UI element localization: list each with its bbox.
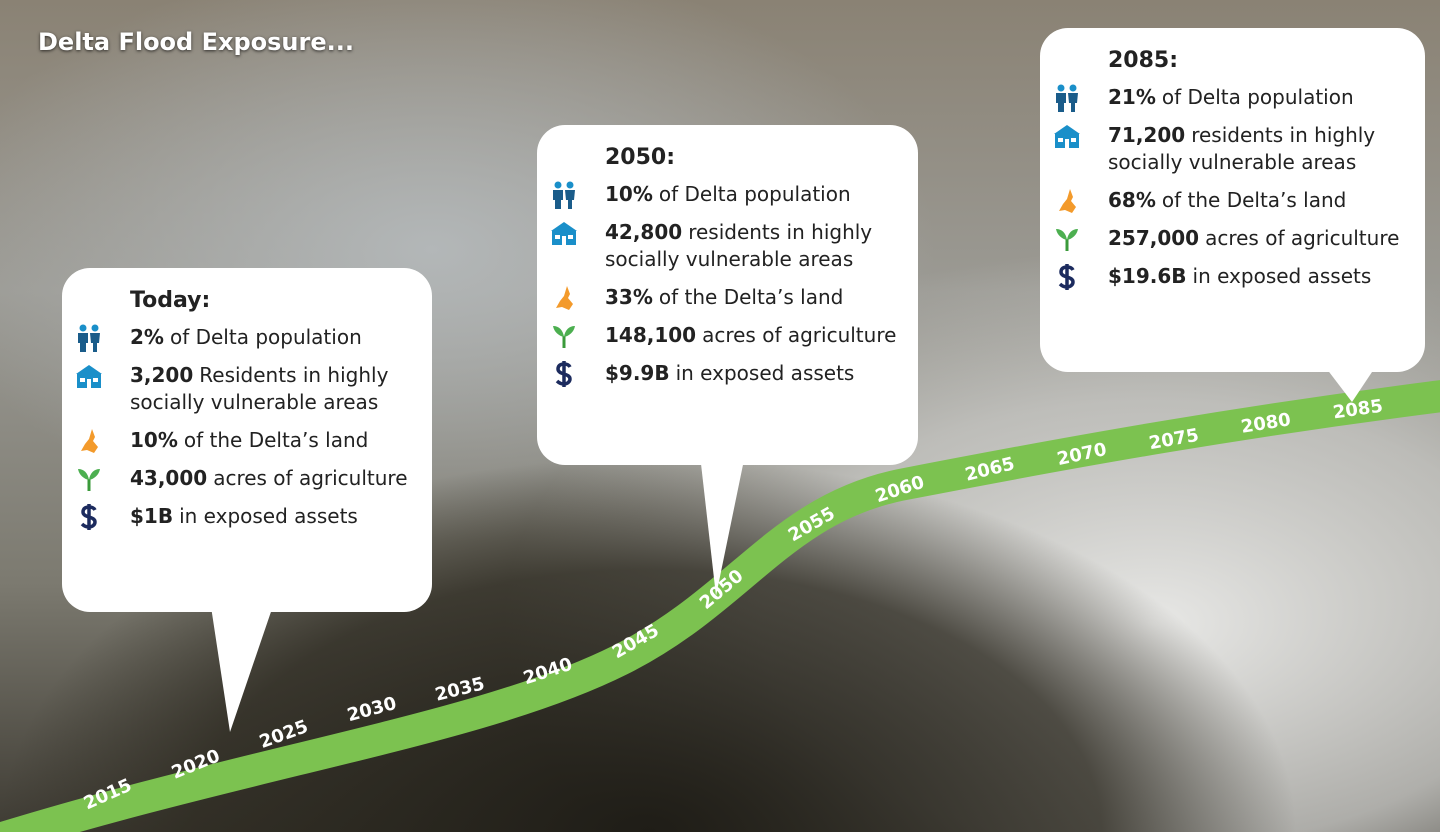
stat-text: in exposed assets	[676, 361, 855, 385]
stat-icon	[74, 465, 104, 493]
stat-icon	[74, 427, 104, 455]
stat-value: 10%	[130, 428, 178, 452]
stat-icon	[74, 503, 104, 531]
stat-item: 10%of Delta population	[605, 181, 908, 208]
stat-value: 2%	[130, 325, 164, 349]
stat-text: acres of agriculture	[1205, 226, 1399, 250]
stat-text: acres of agriculture	[702, 323, 896, 347]
stat-icon	[74, 324, 104, 352]
stat-icon	[549, 284, 579, 312]
stat-icon	[1052, 84, 1082, 112]
stat-text: of Delta population	[170, 325, 362, 349]
stat-icon	[1052, 122, 1082, 150]
stat-text: of the Delta’s land	[184, 428, 369, 452]
stat-text: of Delta population	[659, 182, 851, 206]
stat-text: of the Delta’s land	[1162, 188, 1347, 212]
stat-value: 148,100	[605, 323, 696, 347]
stat-item: 21%of Delta population	[1108, 84, 1415, 111]
callout-heading: 2085:	[1108, 48, 1415, 73]
stat-icon	[74, 362, 104, 390]
stat-value: 71,200	[1108, 123, 1185, 147]
stat-text: acres of agriculture	[213, 466, 407, 490]
stat-value: $9.9B	[605, 361, 670, 385]
stat-item: 68%of the Delta’s land	[1108, 187, 1415, 214]
stat-icon	[549, 219, 579, 247]
stat-value: 68%	[1108, 188, 1156, 212]
stat-value: 21%	[1108, 85, 1156, 109]
callout-heading: 2050:	[605, 145, 908, 170]
stat-value: 3,200	[130, 363, 193, 387]
stat-icon	[549, 181, 579, 209]
stat-value: $19.6B	[1108, 264, 1187, 288]
stat-value: 33%	[605, 285, 653, 309]
stat-value: 42,800	[605, 220, 682, 244]
stat-item: 33%of the Delta’s land	[605, 284, 908, 311]
stat-icon	[549, 360, 579, 388]
stat-icon	[549, 322, 579, 350]
stat-icon	[1052, 225, 1082, 253]
stat-text: of the Delta’s land	[659, 285, 844, 309]
stat-value: 10%	[605, 182, 653, 206]
stat-icon	[1052, 187, 1082, 215]
stat-item: 10%of the Delta’s land	[130, 427, 422, 454]
stat-item: 2%of Delta population	[130, 324, 422, 351]
page: 2015202020252030203520402045205020552060…	[0, 0, 1440, 832]
callout-heading: Today:	[130, 288, 422, 313]
stat-text: in exposed assets	[179, 504, 358, 528]
stat-text: of Delta population	[1162, 85, 1354, 109]
stat-value: $1B	[130, 504, 173, 528]
stat-text: in exposed assets	[1193, 264, 1372, 288]
stat-value: 257,000	[1108, 226, 1199, 250]
stat-icon	[1052, 263, 1082, 291]
stat-value: 43,000	[130, 466, 207, 490]
title: Delta Flood Exposure...	[38, 28, 354, 56]
